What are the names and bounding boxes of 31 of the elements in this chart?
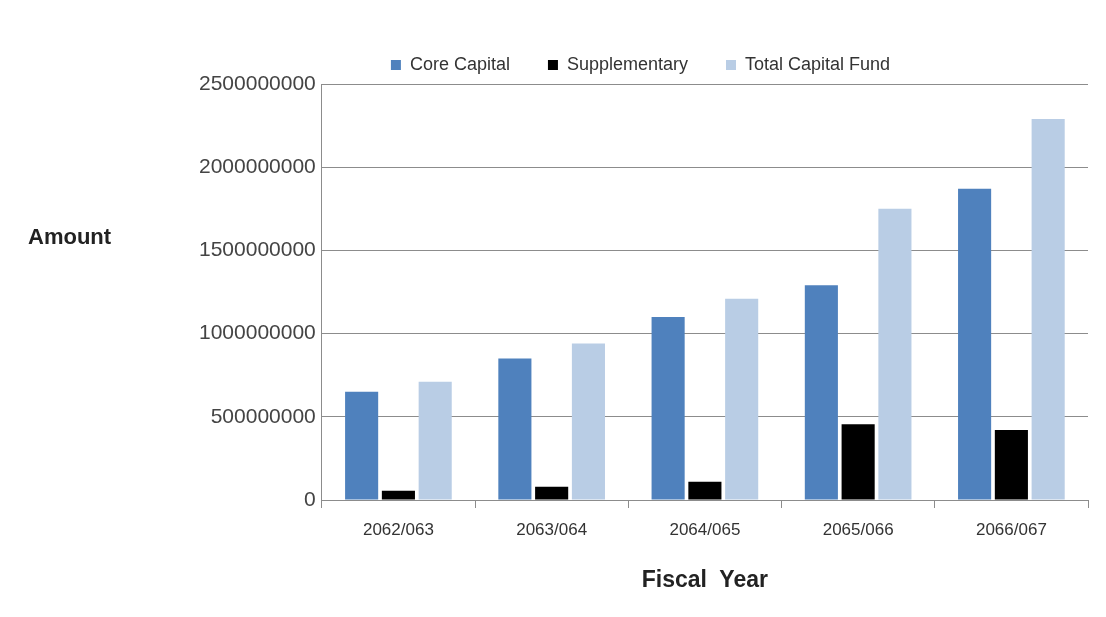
x-tick-label: 2062/063 [362,519,434,539]
y-tick-label: 2000000000 [199,154,316,177]
legend-label: Supplementary [566,53,689,74]
bar [725,298,759,500]
x-tick-label: 2064/065 [669,519,741,539]
x-tick-label: 2063/064 [516,519,588,539]
bar [878,208,912,500]
bar [804,285,838,500]
bar [958,188,992,500]
bar [345,391,379,500]
y-axis-title: Amount [28,223,112,249]
x-axis-title: Fiscal Year [641,565,769,592]
y-tick-label: 2500000000 [199,70,316,94]
bar [418,381,452,500]
y-tick-label: 0 [304,486,316,510]
legend-label: Total Capital Fund [745,53,891,74]
y-tick-label: 1000000000 [199,320,316,344]
bar [1031,118,1065,500]
bar [381,490,415,500]
x-tick-label: 2065/066 [822,519,894,539]
bar [994,430,1028,500]
bar [651,316,685,500]
bar [498,358,532,500]
legend-label: Core Capital [409,53,510,74]
bar [841,424,875,500]
bar [535,486,569,500]
x-tick-label: 2066/067 [975,519,1047,539]
y-tick-label: 500000000 [210,403,316,427]
bar [571,343,605,500]
bar [688,481,722,500]
y-tick-label: 1500000000 [199,237,316,261]
